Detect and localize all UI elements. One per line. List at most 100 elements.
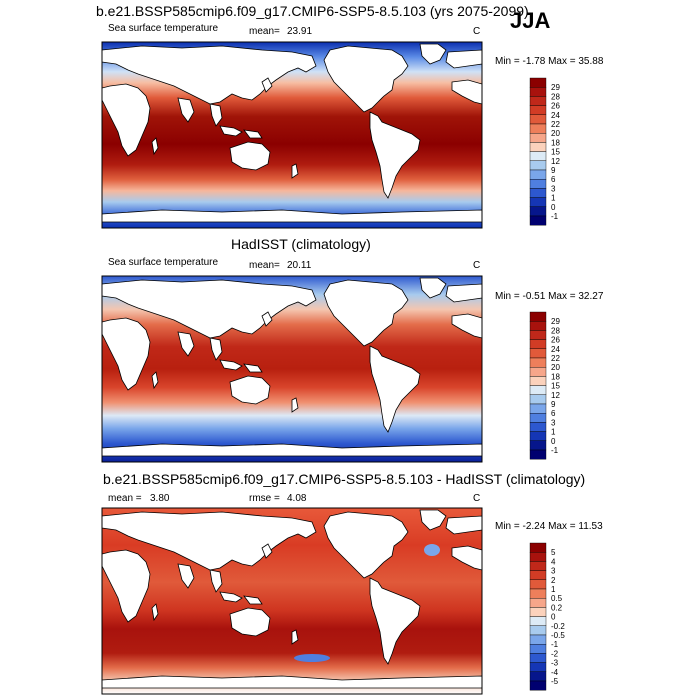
colorbar-swatch <box>529 114 547 125</box>
colorbar-swatch <box>529 671 547 682</box>
panel-2-title: HadISST (climatology) <box>231 236 371 252</box>
colorbar-label: 4 <box>551 557 556 566</box>
colorbar-swatch <box>529 206 547 217</box>
colorbar-label: 29 <box>551 317 560 326</box>
colorbar-swatch <box>529 367 547 377</box>
colorbar-label: -5 <box>551 677 559 686</box>
colorbar-label: 5 <box>551 548 556 557</box>
colorbar-label: 18 <box>551 138 560 147</box>
colorbar-swatch <box>529 616 547 626</box>
colorbar-label: 22 <box>551 120 560 129</box>
colorbar-swatch <box>529 634 547 645</box>
colorbar-swatch <box>529 625 547 636</box>
colorbar-label: -4 <box>551 668 559 677</box>
panel-3-map <box>101 507 483 695</box>
panel-2-map <box>101 275 483 463</box>
colorbar-label: -3 <box>551 659 559 668</box>
colorbar-label: 0.5 <box>551 594 563 603</box>
colorbar-swatch <box>529 588 547 599</box>
colorbar-label: -2 <box>551 649 559 658</box>
colorbar-label: -1 <box>551 446 559 455</box>
colorbar-swatch <box>529 96 547 106</box>
colorbar-label: 24 <box>551 345 560 354</box>
colorbar-label: -1 <box>551 640 559 649</box>
colorbar-swatch <box>529 579 547 590</box>
colorbar-swatch <box>529 311 547 322</box>
colorbar-swatch <box>529 132 547 143</box>
panel-1-units: C <box>473 26 481 37</box>
colorbar-label: 3 <box>551 184 556 193</box>
colorbar-label: 9 <box>551 400 556 409</box>
colorbar-swatch <box>529 123 547 134</box>
colorbar-label: 6 <box>551 409 556 418</box>
colorbar-swatch <box>529 413 547 423</box>
panel-2-minmax: Min = -0.51 Max = 32.27 <box>495 291 604 302</box>
colorbar-label: 0 <box>551 437 556 446</box>
colorbar-label: 26 <box>551 102 560 111</box>
panel-2-variable: Sea surface temperature <box>108 257 219 268</box>
colorbar-swatch <box>529 151 547 162</box>
panel-1-minmax: Min = -1.78 Max = 35.88 <box>495 56 604 67</box>
panel-3-mean-label: mean = <box>108 493 142 504</box>
colorbar-label: 0 <box>551 613 556 622</box>
colorbar-label: 3 <box>551 418 556 427</box>
colorbar-label: -0.2 <box>551 622 565 631</box>
colorbar-label: 22 <box>551 354 560 363</box>
colorbar-swatch <box>529 662 547 672</box>
colorbar-swatch <box>529 197 547 208</box>
panel-1-frame <box>101 41 483 229</box>
colorbar-swatch <box>529 77 547 88</box>
colorbar-swatch <box>529 142 547 152</box>
colorbar-label: 0.2 <box>551 603 563 612</box>
panel-3-minmax: Min = -2.24 Max = 11.53 <box>495 521 603 532</box>
colorbar-swatch <box>529 376 547 386</box>
colorbar-swatch <box>529 321 547 331</box>
colorbar-label: 24 <box>551 111 560 120</box>
panel-3-rmse-value: 4.08 <box>287 493 307 504</box>
colorbar-swatch <box>529 607 547 617</box>
colorbar-label: 29 <box>551 83 560 92</box>
colorbar-label: 12 <box>551 391 560 400</box>
colorbar-swatch <box>529 552 547 562</box>
colorbar-label: 28 <box>551 92 560 101</box>
colorbar-swatch <box>529 561 547 571</box>
colorbar-swatch <box>529 449 547 460</box>
panel-2-frame <box>101 275 483 463</box>
colorbar-label: 28 <box>551 326 560 335</box>
panel-2-mean-label: mean= <box>249 260 280 271</box>
colorbar-swatch <box>529 357 547 368</box>
panel-1-map <box>101 41 483 229</box>
colorbar-swatch <box>529 653 547 663</box>
panel-1-variable: Sea surface temperature <box>108 23 219 34</box>
colorbar-label: 20 <box>551 363 560 372</box>
panel-3-frame <box>101 507 483 695</box>
colorbar-label: 20 <box>551 129 560 138</box>
colorbar-label: 26 <box>551 336 560 345</box>
colorbar-swatch <box>529 339 547 350</box>
panel-3-rmse-label: rmse = <box>249 493 280 504</box>
colorbar-label: 1 <box>551 428 556 437</box>
colorbar-swatch <box>529 330 547 340</box>
colorbar-swatch <box>529 385 547 396</box>
colorbar-label: 2 <box>551 576 556 585</box>
panel-3-cold-anomaly-2 <box>424 544 440 556</box>
colorbar-swatch <box>529 348 547 359</box>
colorbar-label: 1 <box>551 585 556 594</box>
panel-3-cold-anomaly-1 <box>294 654 330 662</box>
panel-3-units: C <box>473 493 481 504</box>
season-label: JJA <box>510 8 551 33</box>
colorbar-swatch <box>529 188 547 198</box>
colorbar-swatch <box>529 542 547 553</box>
colorbar-swatch <box>529 394 547 405</box>
colorbar-label: 9 <box>551 166 556 175</box>
colorbar-swatch <box>529 570 547 580</box>
colorbar-label: 6 <box>551 175 556 184</box>
panel-3-title: b.e21.BSSP585cmip6.f09_g17.CMIP6-SSP5-8.… <box>103 471 586 487</box>
panel-3-mean-value: 3.80 <box>150 493 170 504</box>
colorbar-label: 1 <box>551 194 556 203</box>
colorbar-label: -0.5 <box>551 631 565 640</box>
panel-1-mean-label: mean= <box>249 26 280 37</box>
